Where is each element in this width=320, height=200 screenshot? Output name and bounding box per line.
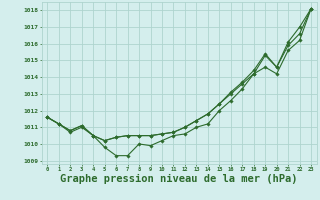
X-axis label: Graphe pression niveau de la mer (hPa): Graphe pression niveau de la mer (hPa) <box>60 174 298 184</box>
